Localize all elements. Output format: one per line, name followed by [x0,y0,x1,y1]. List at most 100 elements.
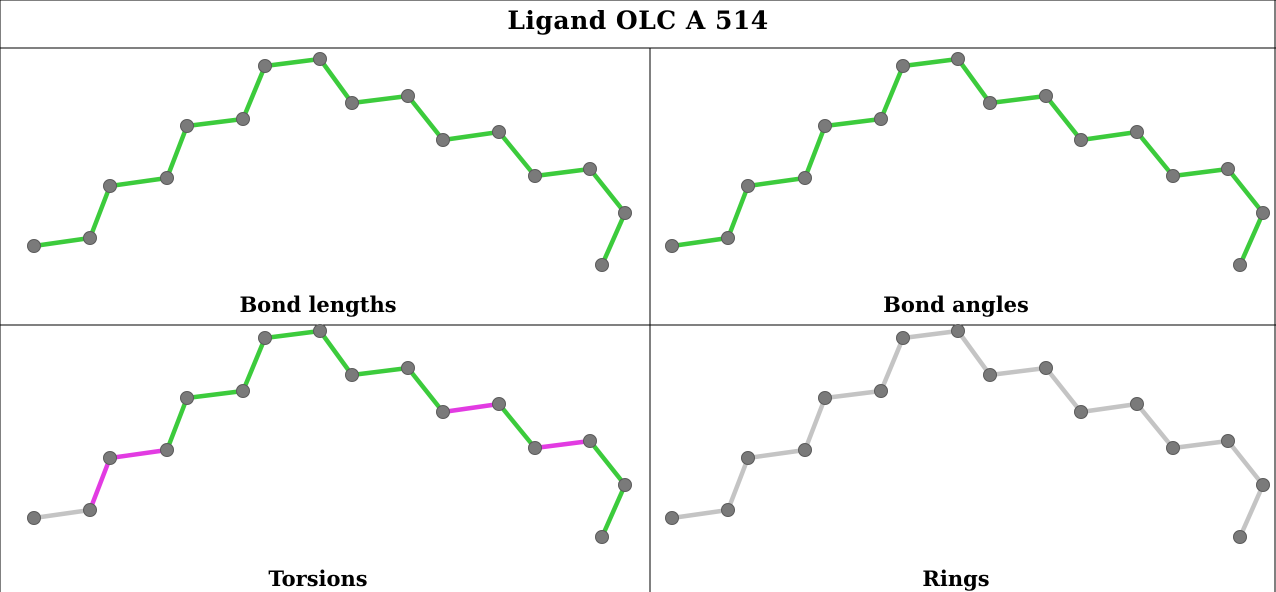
bond [1043,93,1084,143]
atom [874,384,888,398]
bond [725,183,751,241]
atom [1074,405,1088,419]
bond [349,365,411,378]
atom [180,391,194,405]
atom [313,324,327,338]
atom [436,405,450,419]
bond [184,116,246,129]
bond [107,175,170,189]
atom [618,206,632,220]
bond [262,328,323,341]
bond [822,116,884,129]
atom [595,530,609,544]
atom [236,384,250,398]
atom [1130,125,1144,139]
bond [1225,438,1266,488]
atom [528,441,542,455]
bond [107,447,170,461]
bond [184,388,246,401]
bond [669,507,731,521]
atom [83,231,97,245]
bond [240,335,268,394]
atom [492,397,506,411]
bond [164,123,190,181]
bond [317,56,355,106]
atom [401,89,415,103]
atom [160,443,174,457]
panel-label-bond-lengths: Bond lengths [239,292,397,317]
atom [1166,441,1180,455]
bond [317,328,355,378]
bond [1078,401,1140,415]
atom [1130,397,1144,411]
atom [951,324,965,338]
atom [401,361,415,375]
figure-title: Ligand OLC A 514 [507,6,769,35]
atom [1256,206,1270,220]
bond [955,328,993,378]
atom [27,239,41,253]
bond [900,56,961,69]
bond [1043,365,1084,415]
bond [669,235,731,249]
bond [1237,482,1266,540]
atom [618,478,632,492]
bond [745,447,808,461]
atom [896,331,910,345]
atom [798,443,812,457]
atom [1074,133,1088,147]
atom [528,169,542,183]
atom [818,391,832,405]
bond [1225,166,1266,216]
bond [878,335,906,394]
panel-label-rings: Rings [922,566,990,591]
bond [599,482,628,540]
bond [1237,210,1266,268]
atom [983,96,997,110]
molecule-panel-bond-lengths [27,52,632,272]
atom [741,179,755,193]
atom [1233,258,1247,272]
atom [1221,434,1235,448]
atom [818,119,832,133]
bond [405,93,446,143]
bond [1078,129,1140,143]
bond [31,507,93,521]
atom [1256,478,1270,492]
bond [900,328,961,341]
atom [1166,169,1180,183]
bond [87,183,113,241]
bond [262,56,323,69]
bond [440,401,502,415]
bond [599,210,628,268]
bond [725,455,751,513]
atom [345,368,359,382]
bond [822,388,884,401]
atom [83,503,97,517]
atom [258,331,272,345]
atom [1221,162,1235,176]
bond [802,123,828,181]
bond [349,93,411,106]
bond [955,56,993,106]
bond [440,129,502,143]
bond [878,63,906,122]
atom [798,171,812,185]
atom [1039,89,1053,103]
molecule-panel-rings [665,324,1270,544]
bond [532,166,593,179]
atom [951,52,965,66]
atom [874,112,888,126]
atom [583,434,597,448]
panel-label-bond-angles: Bond angles [883,292,1029,317]
atom [583,162,597,176]
atom [103,451,117,465]
atom [741,451,755,465]
atom [665,511,679,525]
bond [240,63,268,122]
molecule-panel-bond-angles [665,52,1270,272]
bond [1134,129,1176,179]
